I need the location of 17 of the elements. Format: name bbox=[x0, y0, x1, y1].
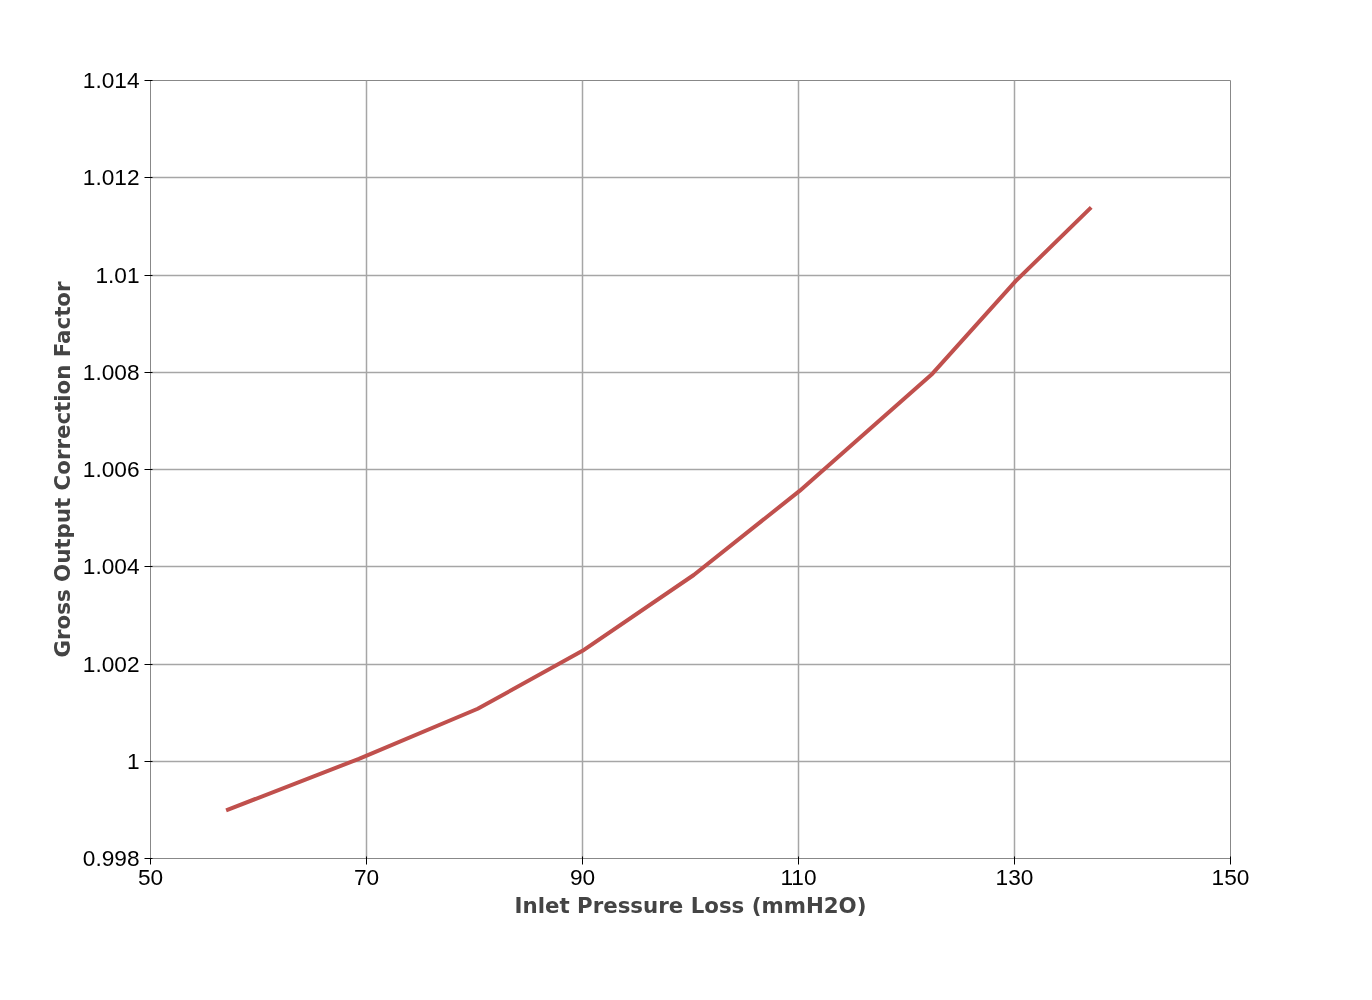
y-axis-title: Gross Output Correction Factor bbox=[49, 281, 75, 658]
line-series bbox=[224, 205, 1094, 813]
y-tick-label: 1.012 bbox=[82, 164, 140, 191]
x-tick-label: 70 bbox=[353, 863, 380, 890]
y-tick-label: 1.002 bbox=[82, 650, 140, 677]
x-tick-label: 130 bbox=[995, 863, 1034, 890]
y-tick-label: 1.004 bbox=[82, 553, 140, 580]
y-tick-label: 1.014 bbox=[82, 67, 140, 93]
y-tick-label: 1 bbox=[126, 747, 140, 774]
x-tick-label: 90 bbox=[569, 863, 596, 890]
y-tick-label: 1.006 bbox=[82, 456, 140, 482]
y-tick-label: 0.998 bbox=[82, 845, 140, 871]
y-tick-label: 1.01 bbox=[95, 261, 140, 288]
x-tick-label: 150 bbox=[1211, 863, 1250, 890]
x-tick-label: 110 bbox=[780, 863, 817, 890]
y-tick-label: 1.008 bbox=[82, 358, 140, 385]
x-axis-title: Inlet Pressure Loss (mmH2O) bbox=[514, 892, 867, 918]
